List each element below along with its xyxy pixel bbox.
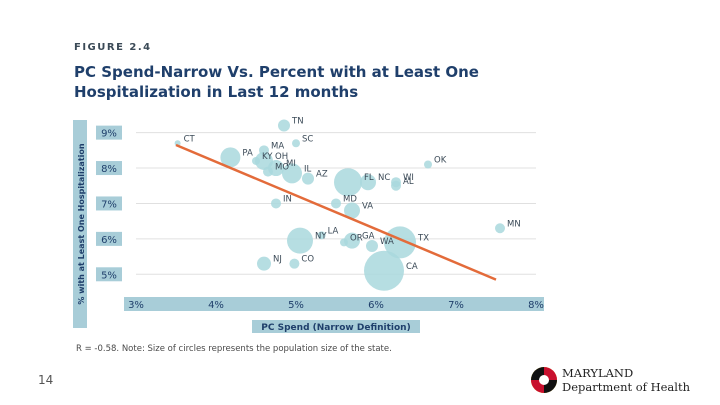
point-label-wi: WI: [403, 173, 414, 183]
point-label-ok: OK: [434, 156, 447, 166]
point-label-sc: SC: [302, 134, 313, 144]
maryland-flag-emblem-icon: [531, 367, 557, 393]
figure-label: FIGURE 2.4: [74, 42, 152, 53]
y-tick-label-0: 5%: [101, 270, 117, 281]
y-tick-label-1: 6%: [101, 235, 117, 246]
point-label-il: IL: [304, 164, 312, 174]
point-label-oh: OH: [275, 152, 288, 162]
point-label-fl: FL: [364, 173, 374, 183]
point-label-ma: MA: [271, 141, 284, 151]
x-tick-label-3: 6%: [368, 300, 384, 311]
y-tick-bg-3: [96, 161, 122, 176]
point-label-la: LA: [328, 226, 339, 236]
bubble-tx: [384, 226, 416, 259]
point-label-nc: NC: [378, 173, 390, 183]
point-label-ga: GA: [362, 232, 375, 242]
point-label-in: IN: [283, 194, 292, 204]
bubble-in: [271, 198, 281, 209]
logo-line-2: Department of Health: [562, 380, 690, 394]
point-label-al: AL: [403, 177, 414, 187]
bubble-mn: [495, 223, 505, 234]
bubble-mi: [268, 160, 284, 177]
y-tick-bg-0: [96, 267, 122, 282]
y-tick-bg-1: [96, 231, 122, 246]
trend-line: [175, 143, 497, 281]
point-label-ky: KY: [262, 152, 273, 162]
x-tick-label-2: 5%: [288, 300, 304, 311]
point-label-md: MD: [343, 194, 357, 204]
bubble-ga: [344, 232, 360, 249]
y-axis-title: % with at Least One Hospitalization: [77, 143, 86, 304]
point-label-tn: TN: [291, 117, 304, 127]
y-tick-label-3: 8%: [101, 164, 117, 175]
y-axis-title-bg: [73, 120, 87, 328]
bubble-ny: [287, 227, 313, 254]
bubble-ok: [424, 160, 432, 169]
x-tick-band: [124, 297, 544, 311]
point-label-tx: TX: [417, 233, 429, 243]
bubble-nc: [360, 174, 376, 191]
point-label-or: OR: [350, 233, 363, 243]
bubble-md: [331, 198, 341, 209]
chart-title-line-1: PC Spend-Narrow Vs. Percent with at Leas…: [74, 63, 479, 81]
bubble-tn: [278, 119, 290, 132]
bubble-ct: [174, 140, 181, 147]
bubble-or: [340, 238, 348, 247]
bubble-co: [289, 258, 300, 269]
bubble-al: [391, 180, 401, 191]
point-label-nj: NJ: [273, 255, 282, 265]
chart-title-line-2: Hospitalization in Last 12 months: [74, 83, 359, 101]
bubble-la: [317, 231, 326, 240]
point-label-ny: NY: [315, 232, 327, 242]
point-label-wa: WA: [380, 237, 394, 247]
y-tick-bg-4: [96, 125, 122, 140]
x-tick-label-0: 3%: [128, 300, 144, 311]
bubble-az: [302, 172, 314, 185]
chart-title: PC Spend-Narrow Vs. Percent with at Leas…: [74, 62, 514, 102]
x-tick-label-1: 4%: [208, 300, 224, 311]
point-label-az: AZ: [316, 170, 328, 180]
maryland-health-logo: MARYLAND Department of Health: [530, 365, 690, 397]
x-tick-label-4: 7%: [448, 300, 464, 311]
y-tick-bg-2: [96, 196, 122, 211]
point-label-mn: MN: [507, 219, 521, 229]
bubble-fl: [334, 168, 362, 197]
x-axis-title: PC Spend (Narrow Definition): [261, 323, 410, 333]
point-label-mi: MI: [286, 159, 296, 169]
bubble-wa: [366, 239, 378, 252]
bubble-il: [282, 163, 302, 184]
point-label-ca: CA: [406, 262, 418, 272]
point-label-va: VA: [362, 202, 373, 212]
x-tick-label-5: 8%: [528, 300, 544, 311]
bubble-va: [344, 202, 360, 219]
bubble-pa: [220, 147, 241, 168]
page-number: 14: [38, 373, 54, 387]
bubble-ca: [364, 250, 404, 291]
point-label-co: CO: [301, 255, 314, 265]
y-tick-label-2: 7%: [101, 199, 117, 210]
bubble-sc: [292, 139, 300, 148]
y-tick-label-4: 9%: [101, 129, 117, 140]
chart-note: R = -0.58. Note: Size of circles represe…: [76, 344, 392, 354]
logo-line-1: MARYLAND: [562, 366, 634, 380]
point-label-pa: PA: [242, 148, 253, 158]
bubble-nj: [257, 256, 271, 271]
point-label-ct: CT: [184, 134, 196, 144]
x-axis-title-bg: [252, 320, 420, 333]
point-label-mo: MO: [275, 163, 289, 173]
